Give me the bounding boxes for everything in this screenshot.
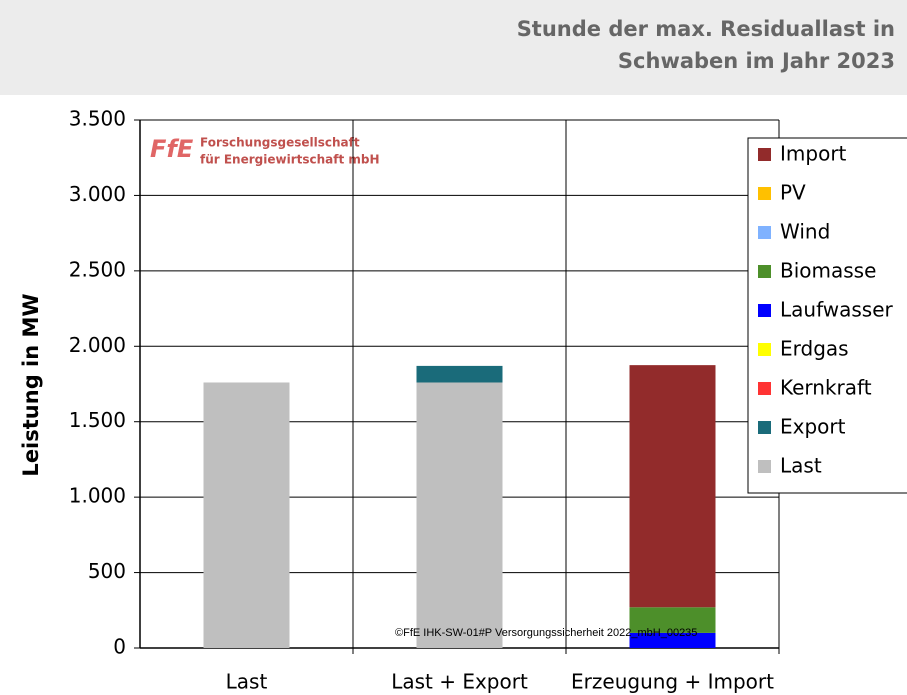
legend-swatch — [758, 265, 771, 278]
logo-text: Forschungsgesellschaft — [200, 136, 360, 150]
legend-swatch — [758, 187, 771, 200]
bar-segment — [416, 382, 503, 648]
y-tick-label: 2.000 — [69, 333, 126, 357]
legend-box — [747, 137, 907, 494]
bar-segment — [629, 632, 716, 648]
y-axis-label: Leistung in MW — [19, 293, 43, 476]
y-tick-label: 1.000 — [69, 484, 126, 508]
legend-swatch — [758, 382, 771, 395]
legend-swatch — [758, 304, 771, 317]
y-tick-label: 2.500 — [69, 257, 126, 281]
chart-title: Schwaben im Jahr 2023 — [618, 49, 895, 73]
chart-title: Stunde der max. Residuallast in — [517, 17, 895, 41]
y-tick-label: 500 — [88, 559, 126, 583]
legend-swatch — [758, 148, 771, 161]
legend-swatch — [758, 460, 771, 473]
x-tick-label: Erzeugung + Import — [571, 670, 774, 694]
x-tick-label: Last — [226, 670, 268, 694]
legend-swatch — [758, 421, 771, 434]
legend-label: Kernkraft — [780, 376, 872, 400]
legend-label: Erdgas — [780, 337, 849, 361]
footnote: ©FfE IHK-SW-01#P Versorgungssicherheit 2… — [395, 627, 697, 639]
logo-text: für Energiewirtschaft mbH — [200, 153, 380, 167]
bar-segment — [629, 365, 716, 608]
legend-swatch — [758, 343, 771, 356]
y-tick-label: 1.500 — [69, 408, 126, 432]
header-band — [0, 0, 907, 95]
y-tick-label: 3.000 — [69, 182, 126, 206]
bar-segment — [203, 382, 290, 648]
legend-label: Biomasse — [780, 259, 876, 283]
bar-segment — [629, 607, 716, 633]
legend-label: Import — [780, 142, 847, 166]
legend-swatch — [758, 226, 771, 239]
y-tick-label: 3.500 — [69, 107, 126, 131]
y-tick-label: 0 — [113, 635, 126, 659]
x-tick-label: Last + Export — [391, 670, 528, 694]
bar-segment — [416, 365, 503, 383]
legend-label: Wind — [780, 220, 830, 244]
legend-label: PV — [780, 181, 806, 205]
legend-label: Laufwasser — [780, 298, 894, 322]
logo-mark: FfE — [150, 135, 194, 163]
legend-label: Last — [780, 454, 822, 478]
legend-label: Export — [780, 415, 846, 439]
